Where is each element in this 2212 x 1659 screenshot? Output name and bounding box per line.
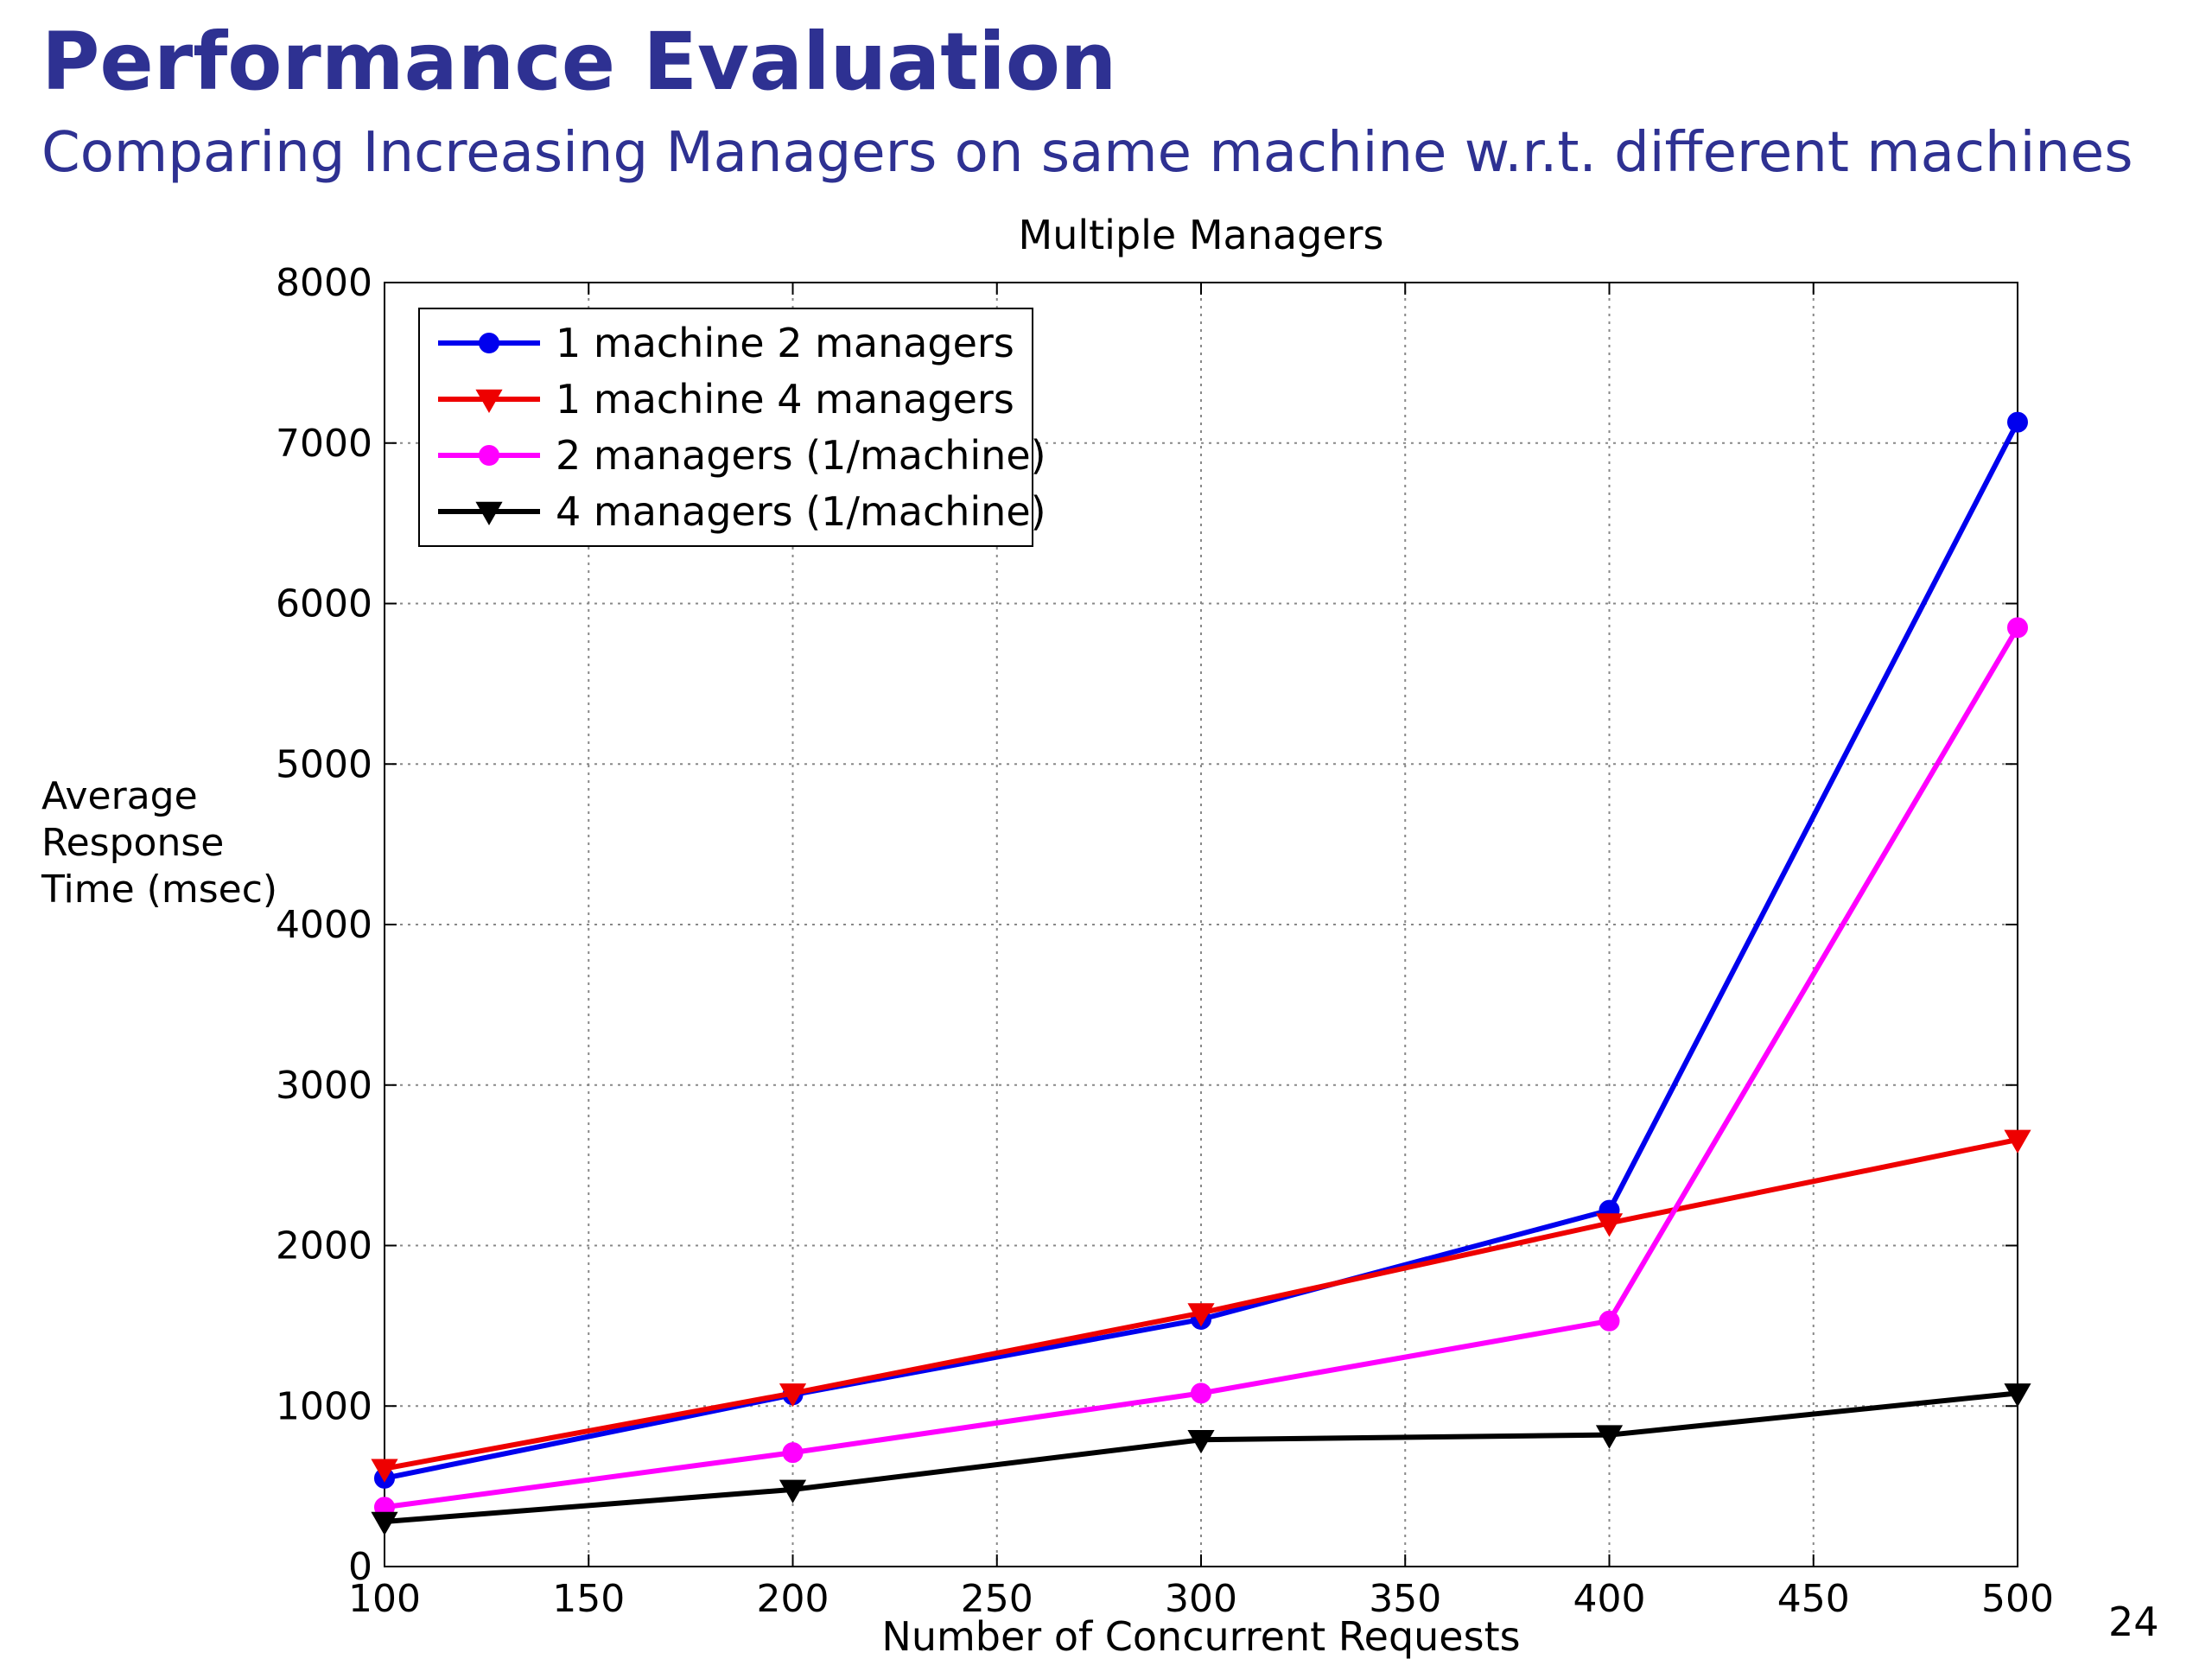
- data-point: [2004, 1129, 2031, 1154]
- data-point: [779, 1479, 807, 1503]
- series-group: [371, 411, 2031, 1536]
- data-point: [1187, 1430, 1215, 1454]
- data-point: [2007, 411, 2028, 433]
- data-point: [782, 1442, 804, 1464]
- y-tick-label: 1000: [276, 1384, 372, 1428]
- data-point: [2004, 1383, 2031, 1408]
- x-tick-label: 300: [1165, 1577, 1237, 1621]
- data-point: [2007, 617, 2028, 639]
- legend-marker: [475, 389, 503, 414]
- x-tick-label: 250: [961, 1577, 1033, 1621]
- slide-subtitle: Comparing Increasing Managers on same ma…: [41, 121, 2133, 185]
- data-point: [1187, 1303, 1215, 1327]
- chart-title: Multiple Managers: [1019, 212, 1384, 258]
- legend-label: 1 machine 4 managers: [556, 376, 1014, 423]
- data-point: [371, 1511, 398, 1536]
- y-tick-label: 3000: [276, 1064, 372, 1108]
- legend-item: 1 machine 2 managers: [438, 320, 1014, 366]
- data-point: [371, 1459, 398, 1483]
- y-tick-label: 2000: [276, 1224, 372, 1268]
- axis-ticks: 100 150 200 250 300 350 400 450 5000100020003000…: [276, 261, 2054, 1621]
- legend-item: 4 managers (1/machine): [438, 488, 1046, 535]
- legend-item: 1 machine 4 managers: [438, 376, 1014, 423]
- x-tick-label: 150: [552, 1577, 625, 1621]
- data-point: [1595, 1425, 1624, 1449]
- legend-label: 4 managers (1/machine): [556, 488, 1046, 535]
- x-tick-label: 350: [1369, 1577, 1441, 1621]
- legend-box: [418, 308, 1033, 547]
- y-axis-label: Average Response Time (msec): [41, 774, 278, 912]
- legend-marker: [479, 445, 499, 466]
- series-3: [374, 617, 2028, 1518]
- series-2: [371, 1129, 2031, 1483]
- x-tick-label: 500: [1981, 1577, 2054, 1621]
- x-tick-label: 400: [1573, 1577, 1646, 1621]
- x-tick-label: 100: [348, 1577, 421, 1621]
- legend-marker: [475, 501, 503, 526]
- y-tick-label: 4000: [276, 903, 372, 947]
- legend: 1 machine 2 managers 1 machine 4 managers…: [418, 308, 1046, 547]
- x-tick-label: 450: [1777, 1577, 1850, 1621]
- y-tick-label: 6000: [276, 582, 372, 626]
- x-axis-label: Number of Concurrent Requests: [881, 1613, 1520, 1659]
- data-point: [779, 1383, 807, 1408]
- legend-label: 1 machine 2 managers: [556, 320, 1014, 366]
- series-line: [384, 626, 2020, 1510]
- legend-label: 2 managers (1/machine): [556, 432, 1046, 479]
- data-point: [1595, 1213, 1624, 1237]
- legend-item: 2 managers (1/machine): [438, 432, 1046, 479]
- y-tick-label: 0: [348, 1545, 372, 1589]
- y-tick-label: 7000: [276, 422, 372, 466]
- data-point: [1599, 1310, 1620, 1332]
- series-4: [371, 1383, 2031, 1536]
- data-point: [1191, 1382, 1211, 1404]
- page-number: 24: [2108, 1599, 2159, 1645]
- y-tick-label: 8000: [276, 261, 372, 305]
- y-tick-label: 5000: [276, 742, 372, 786]
- x-tick-label: 200: [757, 1577, 830, 1621]
- legend-marker: [479, 333, 499, 353]
- slide-title: Performance Evaluation: [41, 16, 1117, 108]
